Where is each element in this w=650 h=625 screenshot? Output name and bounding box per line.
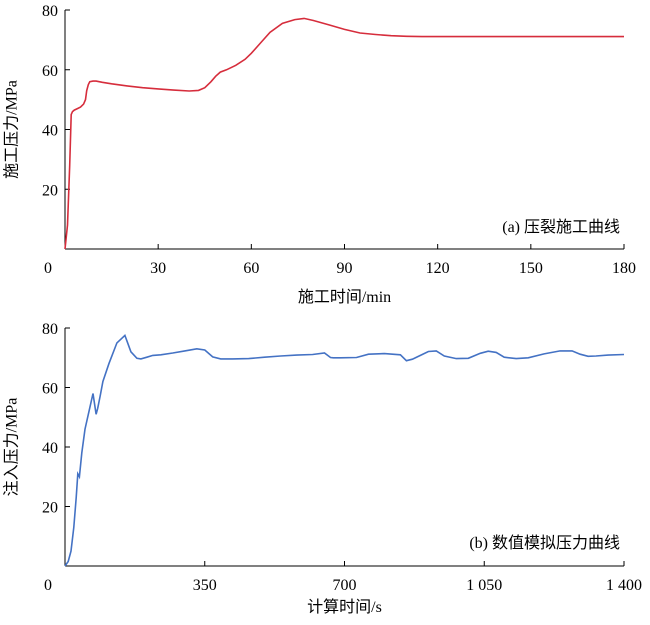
chart-b-y-tick-label: 60	[42, 381, 58, 398]
chart-b-x-tick-label: 0	[44, 577, 52, 594]
chart-a-annotation: (a) 压裂施工曲线	[502, 218, 620, 236]
chart-a-x-tick-label: 150	[519, 260, 543, 277]
chart-b-ticks: 0 350 700 1 050 1 400 20 40 60 80	[42, 321, 642, 594]
chart-a-x-tick-label: 90	[337, 260, 353, 277]
chart-a-x-tick-label: 180	[612, 260, 636, 277]
chart-a-series-line	[64, 17, 624, 250]
chart-b-y-tick-label: 40	[42, 440, 58, 457]
chart-b-x-tick-label: 700	[333, 577, 357, 594]
chart-b-y-axis-title: 注入压力/MPa	[3, 398, 21, 497]
chart-a-ticks: 0 30 60 90 120 150 180 20 40 60 80	[42, 3, 636, 277]
chart-a: 0 30 60 90 120 150 180 20 40 60 80 (a) 压裂施工曲线 施工时间…	[3, 3, 637, 306]
chart-b-y-tick-label: 80	[42, 321, 58, 338]
chart-b-x-axis-title: 计算时间/s	[307, 597, 382, 616]
chart-a-y-tick-label: 60	[42, 63, 58, 80]
chart-b-series-line	[64, 333, 625, 567]
chart-a-x-axis-title: 施工时间/min	[298, 288, 391, 306]
chart-a-x-tick-label: 0	[44, 260, 52, 277]
chart-b-x-tick-label: 1 400	[606, 577, 642, 594]
chart-b-x-tick-label: 1 050	[466, 577, 502, 594]
chart-a-x-tick-label: 30	[150, 260, 166, 277]
chart-b-y-tick-label: 20	[42, 500, 58, 517]
chart-b-x-tick-label: 350	[193, 577, 217, 594]
chart-b-annotation: (b) 数值模拟压力曲线	[469, 534, 620, 552]
chart-b: 0 350 700 1 050 1 400 20 40 60 80 (b) 数值模拟压力曲线 计…	[3, 321, 643, 616]
chart-a-y-axis-title: 施工压力/MPa	[3, 80, 21, 179]
chart-a-y-tick-label: 40	[42, 123, 58, 140]
chart-a-y-tick-label: 20	[42, 182, 58, 199]
chart-a-y-tick-label: 80	[42, 3, 58, 20]
chart-a-x-tick-label: 60	[243, 260, 259, 277]
chart-a-x-tick-label: 120	[426, 260, 450, 277]
